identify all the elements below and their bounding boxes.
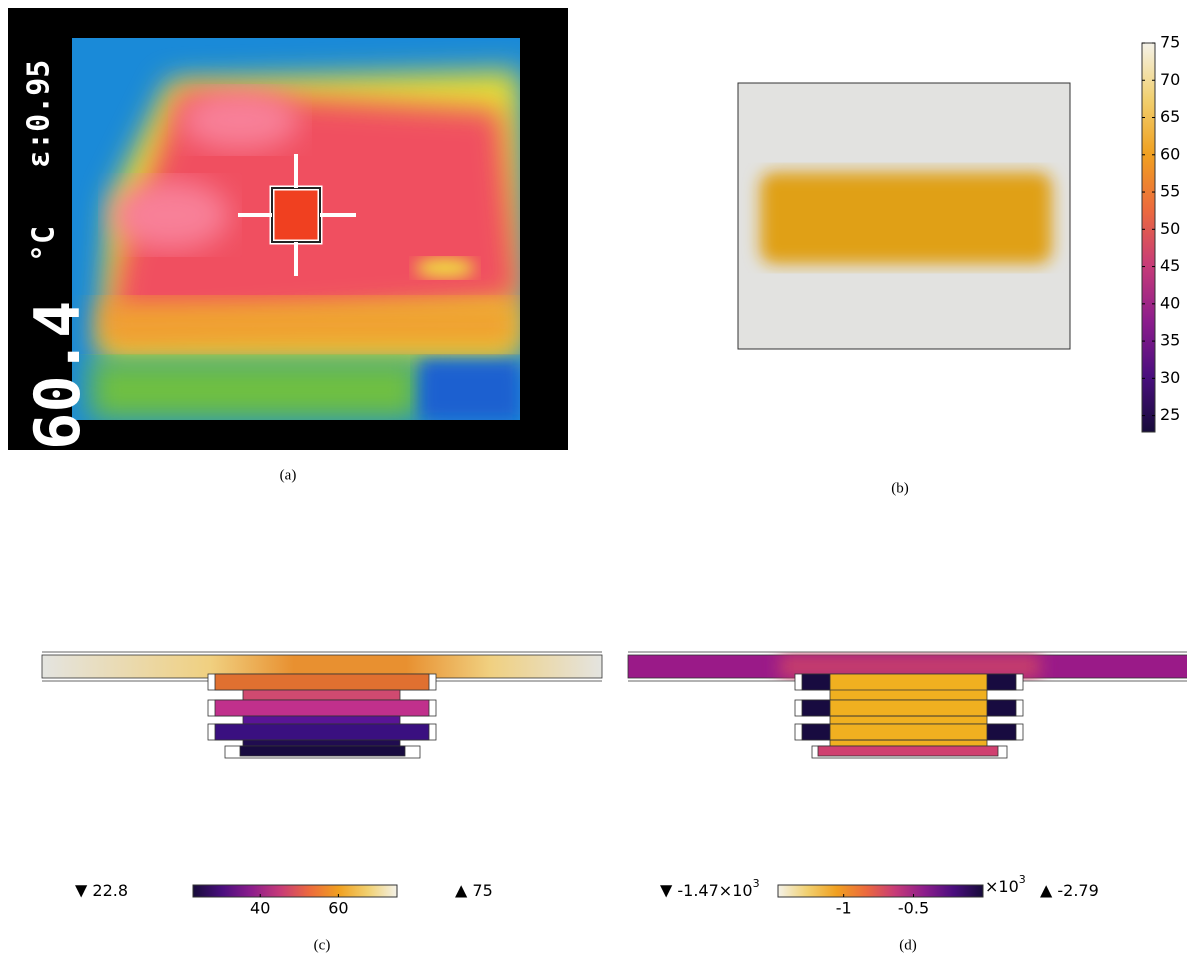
surface-plot — [738, 83, 1070, 349]
multiplier-exponent: 3 — [1019, 873, 1026, 886]
min-marker: ▼ 22.8 — [75, 881, 128, 900]
tick-label: 55 — [1160, 182, 1180, 201]
caption: (a) — [280, 467, 297, 483]
cross-section — [42, 652, 602, 758]
max-marker: ▲ 75 — [455, 881, 493, 900]
caption: (c) — [314, 937, 331, 953]
max-value: -2.79 — [1057, 881, 1098, 900]
max-marker: ▲ -2.79 — [1040, 881, 1099, 900]
temperature-unit: °C — [27, 226, 62, 262]
tick-label: 50 — [1160, 219, 1180, 238]
tick-label: 70 — [1160, 70, 1180, 89]
min-exponent: 3 — [753, 877, 760, 890]
min-marker: ▼ -1.47×103 — [660, 877, 760, 900]
tick-label: 65 — [1160, 107, 1180, 126]
caption: (b) — [891, 480, 909, 496]
caption: (d) — [899, 937, 917, 953]
tick-label: 60 — [328, 899, 348, 918]
colorbar — [193, 885, 397, 897]
tick-label: 40 — [250, 899, 270, 918]
cross-section — [628, 652, 1187, 758]
tick-label: 30 — [1160, 368, 1180, 387]
colorbar — [1142, 43, 1155, 432]
min-value: -1.47×10 — [677, 881, 752, 900]
max-value: 75 — [472, 881, 492, 900]
tick-label: -0.5 — [898, 899, 929, 918]
colorbar — [778, 885, 983, 897]
tick-label: 40 — [1160, 293, 1180, 312]
thermal-image: 60.4 °C ε:0.95 — [8, 8, 568, 450]
tick-label: -1 — [836, 899, 852, 918]
multiplier: ×103 — [985, 873, 1026, 896]
tick-label: 45 — [1160, 256, 1180, 275]
figure: 60.4 °C ε:0.95 (a) (b) ▼ 22.8 ▲ 75 (c) — [0, 0, 1187, 958]
min-value: 22.8 — [92, 881, 128, 900]
multiplier-base: ×10 — [985, 877, 1019, 896]
tick-label: 60 — [1160, 144, 1180, 163]
tick-label: 25 — [1160, 405, 1180, 424]
tick-label: 35 — [1160, 331, 1180, 350]
temperature-readout: 60.4 — [21, 301, 94, 450]
tick-label: 75 — [1160, 33, 1180, 52]
emissivity: ε:0.95 — [22, 60, 57, 168]
